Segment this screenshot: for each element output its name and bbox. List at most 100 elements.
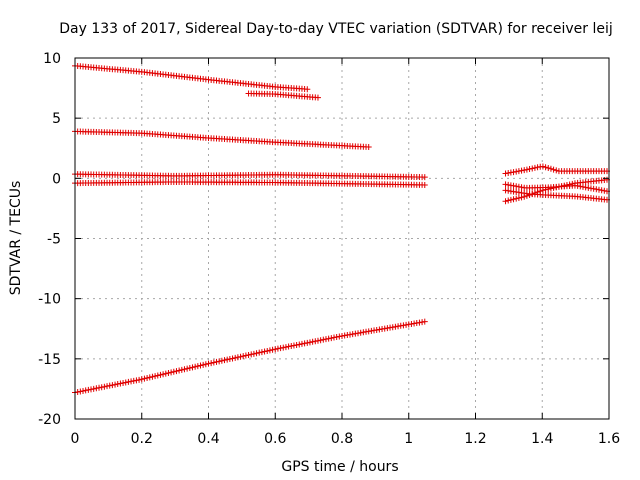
x-tick-label: 0.2 (131, 431, 153, 447)
data-point (325, 335, 332, 342)
data-point (176, 367, 183, 374)
data-point (421, 318, 428, 325)
data-point (513, 195, 520, 202)
data-point (336, 333, 343, 340)
data-point (296, 341, 303, 348)
data-point (274, 345, 281, 352)
data-point (205, 360, 212, 367)
data-point (173, 368, 180, 375)
data-point (181, 366, 188, 373)
data-point (237, 353, 244, 360)
data-point (240, 353, 247, 360)
data-point (138, 376, 145, 383)
series-sat-d (72, 171, 428, 181)
data-point (529, 165, 536, 172)
y-tick-label: -5 (47, 232, 61, 248)
data-point (189, 364, 196, 371)
data-point (317, 337, 324, 344)
x-tick-label: 1.4 (531, 431, 553, 447)
data-point (157, 371, 164, 378)
series-sat-e (72, 178, 428, 188)
data-point (550, 184, 557, 191)
ticks: 0 0.2 0.4 0.6 0.8 1 1.2 1.4 1.6 10 5 0 -5 -10 -15 -20 (38, 51, 620, 447)
data-point (104, 383, 111, 390)
data-point (365, 144, 372, 151)
data-point (547, 165, 554, 172)
data-point (88, 386, 95, 393)
data-point (328, 335, 335, 342)
data-point (288, 343, 295, 350)
y-tick-label: 10 (43, 51, 61, 67)
data-point (192, 363, 199, 370)
data-point (160, 371, 167, 378)
x-tick-label: 1.2 (464, 431, 486, 447)
data-point (523, 192, 530, 199)
data-point (558, 183, 565, 190)
data-point (264, 347, 271, 354)
data-point (545, 186, 552, 193)
data-point (202, 361, 209, 368)
y-tick-label: -10 (38, 292, 61, 308)
data-point (256, 349, 263, 356)
data-point (550, 166, 557, 173)
data-point (194, 363, 201, 370)
data-point (515, 194, 522, 201)
data-point (312, 338, 319, 345)
data-point (566, 181, 573, 188)
data-point (96, 384, 103, 391)
data-point (250, 350, 257, 357)
data-point (101, 383, 108, 390)
data-point (184, 365, 191, 372)
data-point (290, 342, 297, 349)
data-point (232, 354, 239, 361)
data-point (253, 350, 260, 357)
data-point (314, 94, 321, 101)
data-point (320, 336, 327, 343)
data-point (170, 368, 177, 375)
data-point (272, 346, 279, 353)
data-point (133, 377, 140, 384)
series-sat-a (72, 62, 311, 93)
series-sat-c (72, 128, 372, 151)
data-point (106, 382, 113, 389)
x-tick-label: 0.6 (264, 431, 286, 447)
data-point (282, 344, 289, 351)
data-point (269, 346, 276, 353)
data-point (221, 357, 228, 364)
data-point (421, 181, 428, 188)
y-tick-label: 5 (52, 111, 61, 127)
x-tick-label: 1.6 (598, 431, 620, 447)
data-point (77, 388, 84, 395)
data-point (197, 362, 204, 369)
data-point (518, 194, 525, 201)
data-point (168, 369, 175, 376)
data-point (85, 386, 92, 393)
data-point (98, 384, 105, 391)
data-point (216, 358, 223, 365)
data-point (561, 182, 568, 189)
data-point (534, 164, 541, 171)
x-tick-label: 1 (404, 431, 413, 447)
data-point (547, 185, 554, 192)
data-point (314, 337, 321, 344)
data-point (186, 365, 193, 372)
data-point (117, 380, 124, 387)
data-point (304, 86, 311, 93)
data-point (200, 361, 207, 368)
data-point (526, 191, 533, 198)
y-tick-label: -15 (38, 352, 61, 368)
x-tick-label: 0.8 (331, 431, 353, 447)
data-point (553, 184, 560, 191)
y-tick-label: 0 (52, 171, 61, 187)
data-point (322, 336, 329, 343)
data-point (154, 372, 161, 379)
data-point (74, 388, 81, 395)
data-point (90, 385, 97, 392)
data-point (553, 167, 560, 174)
data-point (309, 338, 316, 345)
data-point (229, 355, 236, 362)
data-point (330, 334, 337, 341)
data-point (80, 387, 87, 394)
data-point (162, 370, 169, 377)
